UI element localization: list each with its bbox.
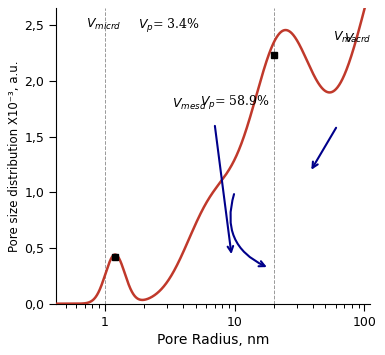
Text: $V_p$= 3.4%: $V_p$= 3.4%	[137, 17, 199, 35]
Y-axis label: Pore size distribution X10⁻³, a.u.: Pore size distribution X10⁻³, a.u.	[8, 60, 21, 252]
Text: $V_{micrd}$: $V_{micrd}$	[86, 17, 121, 32]
Text: $V_{macrd}$: $V_{macrd}$	[333, 30, 371, 45]
Text: $V_{mesd}$: $V_{mesd}$	[172, 97, 207, 112]
Text: $V_p$= 58.9%: $V_p$= 58.9%	[200, 94, 270, 112]
Text: $V$: $V$	[343, 32, 355, 45]
X-axis label: Pore Radius, nm: Pore Radius, nm	[157, 333, 269, 347]
